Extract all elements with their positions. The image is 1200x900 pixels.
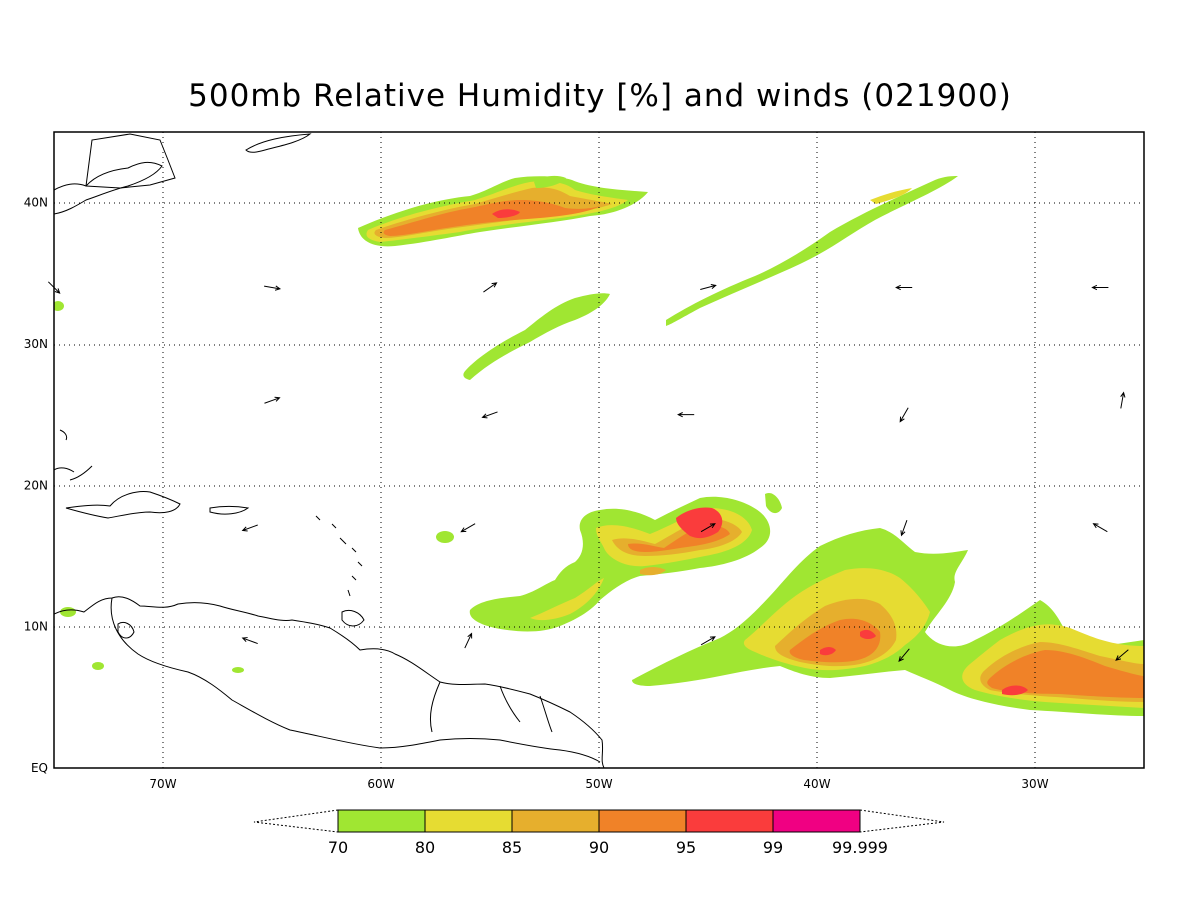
nova-scotia-coast	[245, 133, 312, 153]
colorbar-segment-70	[337, 809, 426, 833]
humidity-region-se	[632, 528, 1144, 716]
lon-label-30w: 30W	[1021, 777, 1048, 791]
wind-arrow	[264, 285, 282, 291]
wind-arrow	[464, 632, 473, 649]
colorbar-label-99: 99	[763, 838, 783, 857]
lat-label-20n: 20N	[24, 478, 48, 492]
coastlines	[54, 133, 605, 768]
wind-arrow	[898, 648, 910, 662]
colorbar-segment-90	[598, 809, 687, 833]
colorbar-segment-95	[685, 809, 774, 833]
humidity-field	[54, 175, 1144, 716]
lat-label-40n: 40N	[24, 196, 48, 210]
lon-label-70w: 70W	[149, 777, 176, 791]
colorbar: 70 80 85 90 95 99 99.999	[253, 809, 945, 857]
wind-arrow	[241, 524, 258, 532]
humidity-region-nw	[358, 175, 648, 247]
colorbar-label-80: 80	[415, 838, 435, 857]
wind-arrow	[1091, 284, 1109, 291]
grid-lines	[54, 132, 1144, 768]
lon-label-50w: 50W	[585, 777, 612, 791]
lat-label-30n: 30N	[24, 337, 48, 351]
colorbar-right-arrow	[859, 809, 945, 833]
colorbar-segment-85	[511, 809, 600, 833]
wind-arrow	[481, 411, 498, 419]
south-america-coast	[54, 596, 605, 768]
antilles-coast	[315, 515, 363, 597]
wind-arrow	[700, 523, 716, 533]
wind-arrow	[700, 283, 717, 291]
colorbar-label-85: 85	[502, 838, 522, 857]
wind-arrow	[483, 282, 498, 293]
colorbar-label-95: 95	[676, 838, 696, 857]
hispaniola-coast	[65, 491, 181, 519]
longitude-axis: 70W 60W 50W 40W 30W	[149, 777, 1048, 791]
cuba-coast	[54, 429, 93, 481]
guianas-border	[429, 681, 553, 733]
north-america-coast	[54, 161, 163, 215]
lake-maracaibo	[117, 621, 135, 639]
colorbar-label-90: 90	[589, 838, 609, 857]
colorbar-segment-80	[424, 809, 513, 833]
colorbar-segment-99	[772, 809, 861, 833]
wind-arrow	[899, 407, 909, 423]
new-england-coast	[85, 133, 176, 189]
lon-label-40w: 40W	[803, 777, 830, 791]
wind-arrow	[900, 520, 908, 537]
lat-label-eq: EQ	[31, 761, 48, 775]
colorbar-label-70: 70	[328, 838, 348, 857]
colorbar-label-99999: 99.999	[832, 838, 888, 857]
wind-arrow	[895, 284, 913, 291]
wind-arrow	[1120, 391, 1126, 409]
wind-arrow	[1115, 649, 1129, 661]
lon-label-60w: 60W	[367, 777, 394, 791]
puerto-rico-coast	[209, 506, 250, 515]
humidity-region-tropical	[469, 492, 782, 632]
map-title: 500mb Relative Humidity [%] and winds (0…	[188, 78, 1012, 114]
trinidad-coast	[341, 609, 365, 627]
plot-frame	[53, 131, 1145, 769]
lat-label-10n: 10N	[24, 620, 48, 634]
colorbar-left-arrow	[253, 809, 339, 833]
wind-arrow	[460, 523, 476, 533]
wind-arrow	[1092, 523, 1108, 533]
humidity-region-mid	[463, 176, 958, 380]
south-america-inland	[110, 597, 601, 763]
wind-arrow	[700, 636, 716, 646]
humidity-patches	[54, 301, 454, 673]
wind-vectors	[47, 281, 1129, 662]
latitude-axis: EQ 10N 20N 30N 40N	[24, 196, 48, 775]
wind-arrow	[241, 637, 258, 645]
wind-arrow	[677, 412, 695, 418]
wind-arrow	[264, 396, 281, 404]
